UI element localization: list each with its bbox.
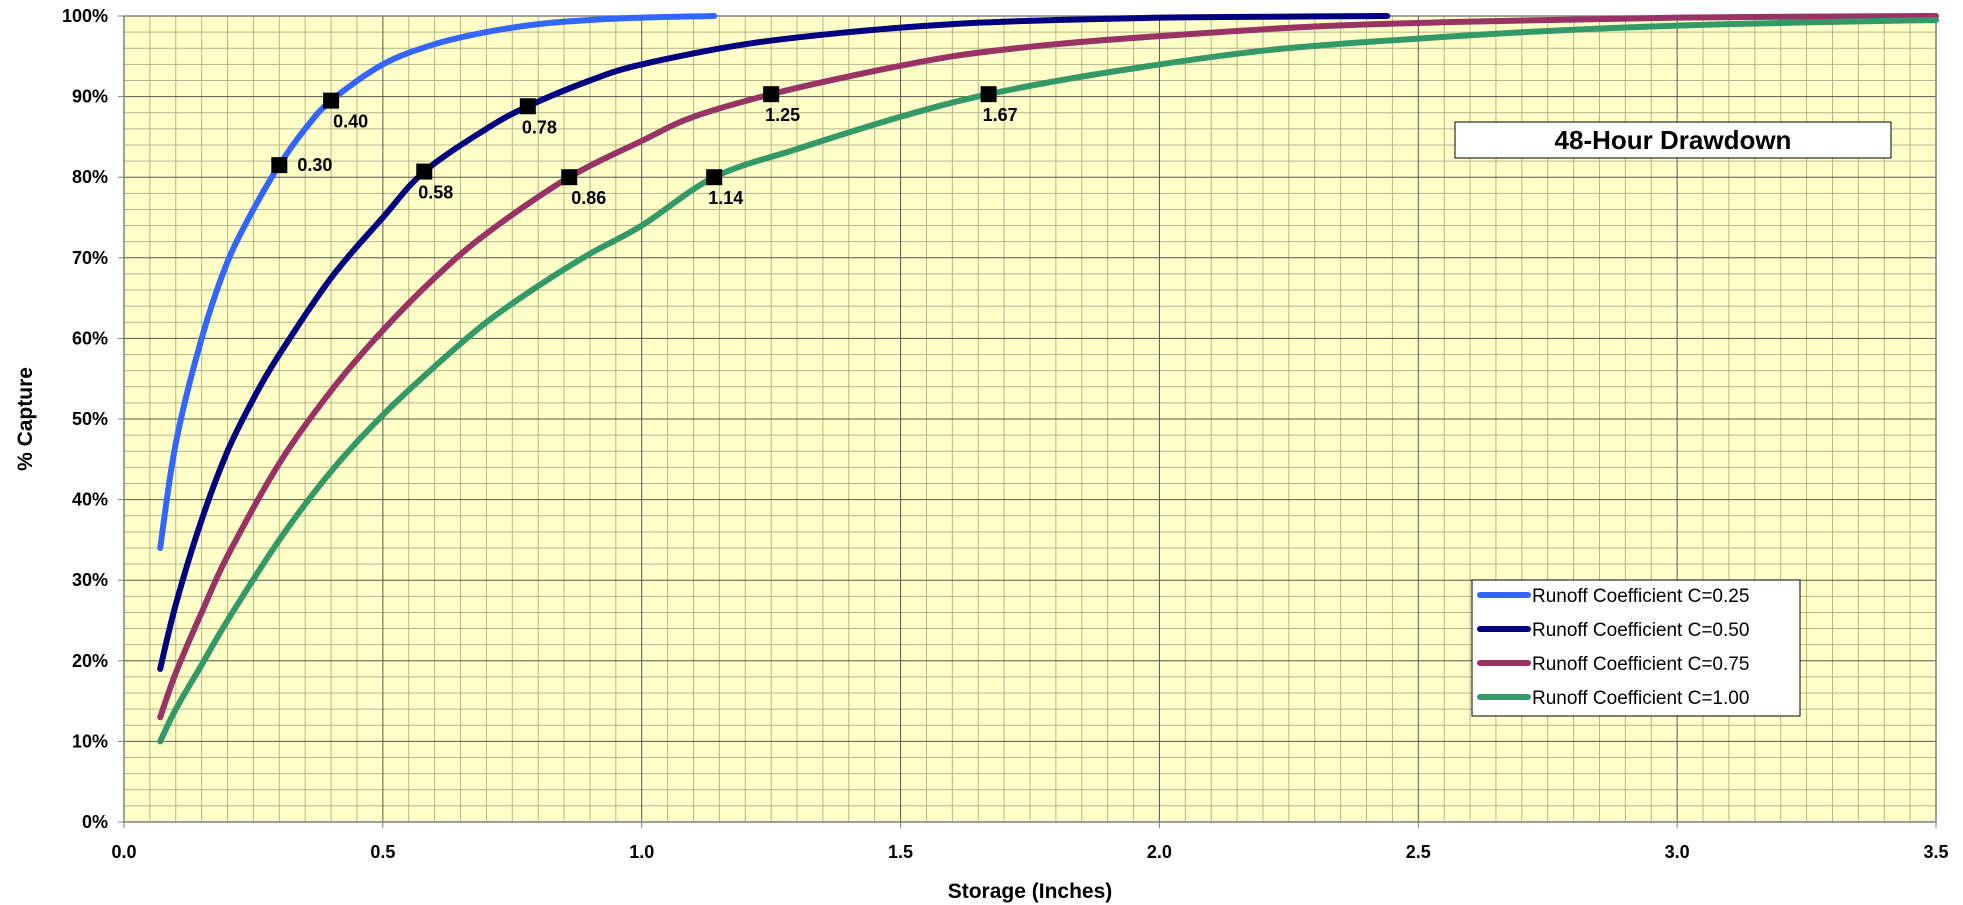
x-axis-ticks: 0.0 0.5 1.0 1.5 2.0 2.5 3.0 3.5 xyxy=(111,822,1949,862)
marker-label: 0.86 xyxy=(571,188,606,208)
y-tick-label: 40% xyxy=(72,490,108,510)
legend-label: Runoff Coefficient C=0.75 xyxy=(1532,654,1749,675)
x-tick-label: 1.0 xyxy=(629,842,654,862)
marker-label: 1.25 xyxy=(765,105,800,125)
y-axis-title: % Capture xyxy=(14,367,37,471)
marker-point xyxy=(323,92,340,109)
legend-box xyxy=(1471,579,1801,717)
markers: 0.30 0.40 0.58 0.78 0.86 1.14 1.25 1.67 xyxy=(271,86,1018,208)
marker-point xyxy=(706,169,723,186)
x-tick-label: 3.5 xyxy=(1923,842,1948,862)
series-line-1 xyxy=(157,13,718,551)
legend-label: Runoff Coefficient C=1.00 xyxy=(1532,688,1749,709)
x-tick-label: 1.5 xyxy=(888,842,913,862)
marker-point xyxy=(271,157,288,174)
x-axis-title: Storage (Inches) xyxy=(948,880,1113,903)
marker-label: 0.40 xyxy=(333,112,368,132)
marker-point xyxy=(519,98,536,115)
y-tick-label: 50% xyxy=(72,409,108,429)
marker-label: 0.58 xyxy=(418,183,453,203)
x-tick-label: 0.5 xyxy=(370,842,395,862)
y-tick-label: 80% xyxy=(72,167,108,187)
marker-point xyxy=(980,86,997,103)
marker-label: 0.78 xyxy=(522,117,557,137)
y-tick-label: 90% xyxy=(72,87,108,107)
x-tick-label: 2.5 xyxy=(1406,842,1431,862)
y-tick-label: 0% xyxy=(82,812,108,832)
y-tick-label: 60% xyxy=(72,328,108,348)
y-tick-label: 100% xyxy=(62,6,108,26)
y-tick-label: 70% xyxy=(72,248,108,268)
x-tick-label: 0.0 xyxy=(111,842,136,862)
chart-title-box: 48-Hour Drawdown xyxy=(1454,121,1892,159)
legend-label: Runoff Coefficient C=0.25 xyxy=(1532,586,1749,607)
chart-title: 48-Hour Drawdown xyxy=(1555,125,1792,155)
marker-point xyxy=(763,86,780,103)
marker-point xyxy=(416,163,433,180)
marker-label: 0.30 xyxy=(297,155,332,175)
legend-label: Runoff Coefficient C=0.50 xyxy=(1532,620,1749,641)
series-line-3 xyxy=(157,13,1939,721)
y-axis-ticks: 0% 10% 20% 30% 40% 50% 60% 70% 80% 90% 100% xyxy=(62,6,124,832)
marker-point xyxy=(561,169,578,186)
marker-label: 1.14 xyxy=(708,188,743,208)
marker-label: 1.67 xyxy=(983,105,1018,125)
y-tick-label: 30% xyxy=(72,570,108,590)
y-tick-label: 10% xyxy=(72,731,108,751)
series-line-2 xyxy=(157,13,1391,672)
x-tick-label: 2.0 xyxy=(1147,842,1172,862)
legend: Runoff Coefficient C=0.25 Runoff Coeffici… xyxy=(1471,579,1801,717)
x-tick-label: 3.0 xyxy=(1665,842,1690,862)
y-tick-label: 20% xyxy=(72,651,108,671)
